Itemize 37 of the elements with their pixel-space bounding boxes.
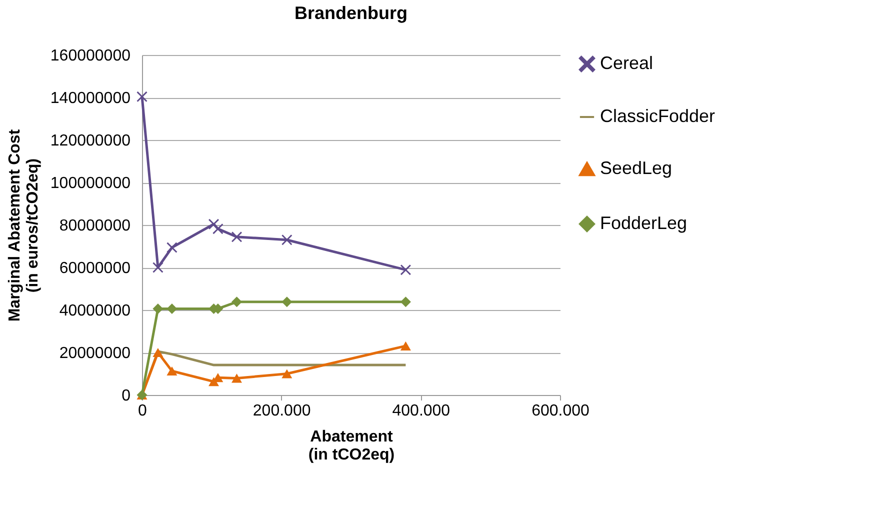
point xyxy=(400,296,411,308)
point xyxy=(152,348,164,358)
point xyxy=(400,341,411,350)
point xyxy=(152,303,164,314)
point xyxy=(232,232,242,242)
y-tick-label: 40000000 xyxy=(59,302,131,320)
y-tick-label: 140000000 xyxy=(50,90,131,107)
x-axis-title: Abatement (in tCO2eq) xyxy=(308,428,395,464)
point xyxy=(232,374,242,383)
point xyxy=(166,303,178,314)
x-tick-label: 200.000 xyxy=(252,402,311,420)
y-tick-label: 160000000 xyxy=(50,48,131,64)
point xyxy=(282,369,292,378)
y-axis-title: Marginal Abatement Cost (in euros/tCO2eq) xyxy=(6,128,42,322)
x-tick-label: 600.000 xyxy=(532,402,590,420)
chart-title: Brandenburg xyxy=(294,3,408,23)
x-tick-label: 0 xyxy=(138,402,148,420)
y-tick-label: 60000000 xyxy=(59,260,131,277)
point xyxy=(212,224,224,234)
point xyxy=(232,296,242,308)
point xyxy=(282,234,292,246)
point xyxy=(400,264,411,276)
point xyxy=(282,296,292,308)
point xyxy=(136,91,148,102)
legend-label: FodderLeg xyxy=(600,213,688,233)
y-tick-label: 20000000 xyxy=(59,345,131,362)
y-tick-label: 0 xyxy=(122,388,131,404)
point xyxy=(152,262,164,273)
legend-label: Cereal xyxy=(600,53,654,73)
legend-label: ClassicFodder xyxy=(600,106,716,126)
legend-label: SeedLeg xyxy=(600,158,672,178)
y-tick-label: 100000000 xyxy=(50,175,131,192)
y-tick-label: 120000000 xyxy=(50,132,131,150)
x-tick-label: 400.000 xyxy=(392,402,450,420)
point xyxy=(166,366,178,376)
point xyxy=(166,242,178,253)
y-tick-label: 80000000 xyxy=(59,218,131,234)
